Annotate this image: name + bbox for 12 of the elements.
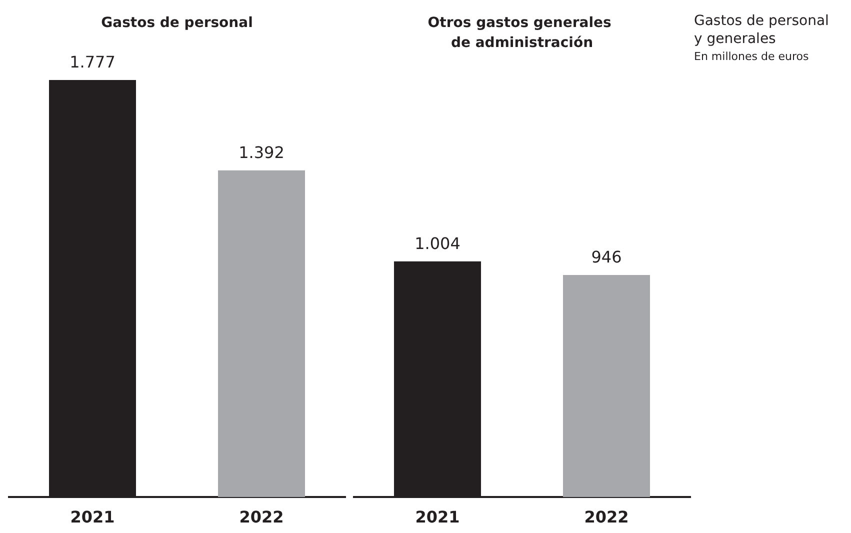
data-label: 946: [591, 248, 622, 267]
data-label: 1.004: [414, 234, 460, 253]
text: En millones de euros: [694, 50, 810, 63]
data-label: 1.777: [70, 52, 116, 72]
chart-title: Otros gastos generales de administración: [428, 15, 616, 51]
x-tick-label: 2022: [584, 508, 629, 526]
x-tick-label: 2022: [239, 508, 284, 526]
data-label: 1.392: [238, 142, 284, 162]
x-tick-label: 2021: [415, 508, 460, 526]
text: Gastos de personal y generales: [694, 12, 830, 48]
x-tick-label: 2021: [70, 508, 115, 526]
chart-title: Gastos de personal: [101, 15, 253, 31]
